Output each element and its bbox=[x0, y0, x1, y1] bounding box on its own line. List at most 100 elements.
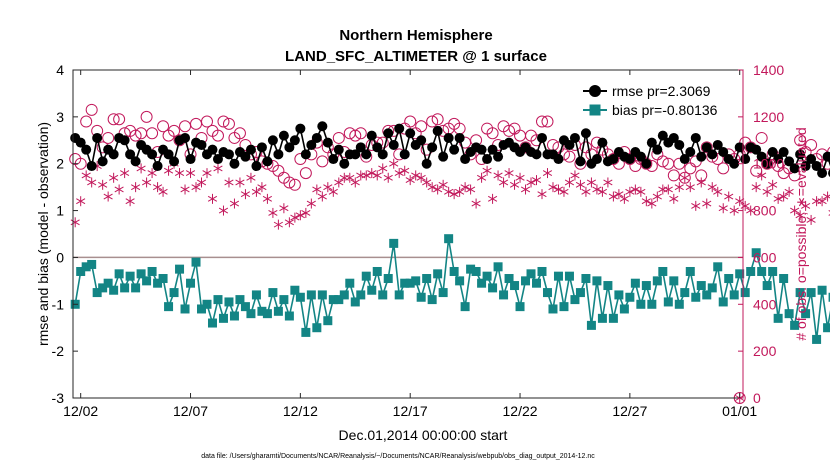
bias-point bbox=[422, 274, 432, 284]
obs-evaluated-stroke bbox=[87, 179, 97, 186]
bias-point bbox=[559, 302, 569, 312]
rmse-point bbox=[531, 149, 542, 160]
bias-point bbox=[614, 290, 624, 300]
obs-possible-point bbox=[107, 113, 120, 126]
rmse-point bbox=[811, 161, 822, 172]
bias-point bbox=[202, 299, 212, 309]
obs-possible-point bbox=[146, 127, 159, 140]
obs-evaluated-stroke bbox=[334, 179, 344, 186]
obs-evaluated-point bbox=[570, 170, 580, 181]
legend-bias-marker bbox=[589, 104, 601, 116]
rmse-point bbox=[427, 142, 438, 153]
obs-evaluated-stroke bbox=[174, 170, 185, 177]
rmse-point bbox=[394, 123, 405, 134]
obs-evaluated-point bbox=[416, 172, 426, 183]
left-y-axis-label: rmse and bias (model - observation) bbox=[35, 122, 51, 346]
obs-evaluated-point bbox=[784, 186, 794, 197]
rmse-point bbox=[245, 144, 256, 155]
bias-point bbox=[76, 266, 86, 276]
obs-evaluated-point bbox=[455, 186, 465, 197]
obs-evaluated-stroke bbox=[520, 186, 531, 193]
bias-point bbox=[312, 323, 322, 333]
obs-evaluated-point bbox=[707, 182, 717, 193]
obs-evaluated-stroke bbox=[191, 184, 201, 191]
obs-evaluated-point bbox=[520, 184, 531, 195]
obs-possible-point bbox=[794, 134, 807, 147]
bias-point bbox=[81, 262, 91, 272]
bias-point bbox=[795, 288, 805, 298]
obs-evaluated-stroke bbox=[317, 193, 327, 200]
obs-evaluated-stroke bbox=[301, 209, 311, 216]
bias-point bbox=[295, 292, 305, 302]
obs-possible-point bbox=[678, 171, 691, 184]
obs-evaluated-stroke bbox=[504, 170, 514, 177]
obs-possible-point bbox=[283, 176, 296, 189]
obs-evaluated-stroke bbox=[476, 174, 487, 181]
right-axis-ticks: 0 200 400 600 800 1000 1200 1400 bbox=[738, 62, 784, 406]
rmse-point bbox=[701, 142, 712, 153]
rmse-point bbox=[119, 135, 130, 146]
rmse-point bbox=[361, 149, 372, 160]
rmse-point bbox=[262, 156, 273, 167]
obs-evaluated-point bbox=[180, 184, 190, 195]
rmse-point bbox=[75, 137, 86, 148]
obs-evaluated-stroke bbox=[630, 186, 640, 193]
obs-evaluated-point bbox=[669, 193, 679, 204]
rmse-point bbox=[795, 149, 806, 160]
rmse-point bbox=[454, 132, 465, 143]
bias-point bbox=[251, 290, 261, 300]
bias-point bbox=[378, 290, 388, 300]
rmse-point bbox=[460, 154, 471, 165]
rmse-point bbox=[476, 144, 487, 155]
bias-point bbox=[603, 281, 613, 291]
obs-evaluated-stroke bbox=[70, 219, 80, 226]
rmse-point bbox=[751, 144, 762, 155]
obs-evaluated-stroke bbox=[394, 170, 404, 177]
right-tick-label: 1200 bbox=[753, 109, 784, 125]
bias-point bbox=[356, 290, 366, 300]
rmse-point bbox=[685, 147, 696, 157]
obs-evaluated-stroke bbox=[603, 179, 613, 186]
obs-evaluated-point bbox=[460, 182, 470, 193]
obs-evaluated-stroke bbox=[806, 217, 816, 223]
legend-box bbox=[580, 76, 738, 120]
rmse-point bbox=[300, 149, 311, 160]
obs-evaluated-stroke bbox=[328, 188, 338, 195]
obs-evaluated-stroke bbox=[493, 172, 503, 179]
obs-evaluated-stroke bbox=[372, 172, 382, 179]
obs-evaluated-stroke bbox=[586, 179, 597, 186]
obs-evaluated-point bbox=[328, 186, 338, 197]
rmse-point bbox=[822, 151, 830, 162]
x-axis-ticks: 12/02 12/07 12/12 12/17 12/22 12/27 01/01 bbox=[63, 70, 757, 419]
obs-evaluated-point bbox=[411, 170, 421, 181]
rmse-point bbox=[740, 154, 751, 165]
obs-evaluated-point bbox=[614, 189, 624, 200]
rmse-point bbox=[482, 154, 493, 165]
obs-evaluated-point bbox=[279, 203, 289, 214]
rmse-point bbox=[734, 142, 745, 153]
left-tick-label: 1 bbox=[56, 203, 64, 219]
obs-evaluated-point bbox=[751, 182, 761, 193]
obs-evaluated-point bbox=[120, 168, 130, 179]
left-tick-label: 4 bbox=[56, 62, 64, 78]
bias-point bbox=[438, 288, 448, 298]
rmse-point bbox=[712, 139, 723, 150]
bias-point bbox=[240, 302, 250, 312]
rmse-point bbox=[789, 163, 800, 174]
obs-evaluated-stroke bbox=[444, 188, 454, 195]
rmse-point bbox=[569, 132, 580, 143]
obs-evaluated-stroke bbox=[207, 195, 218, 202]
rmse-point bbox=[635, 151, 646, 162]
obs-evaluated-stroke bbox=[740, 202, 750, 209]
bias-point bbox=[652, 276, 662, 286]
obs-evaluated-point bbox=[509, 179, 520, 190]
bias-point bbox=[142, 276, 152, 286]
obs-evaluated-point bbox=[603, 177, 613, 188]
obs-evaluated-stroke bbox=[416, 174, 426, 181]
obs-possible-point bbox=[755, 131, 768, 144]
obs-evaluated-stroke bbox=[713, 188, 723, 195]
obs-evaluated-point bbox=[427, 182, 437, 193]
obs-evaluated-point bbox=[345, 172, 355, 183]
obs-evaluated-point bbox=[257, 182, 267, 193]
